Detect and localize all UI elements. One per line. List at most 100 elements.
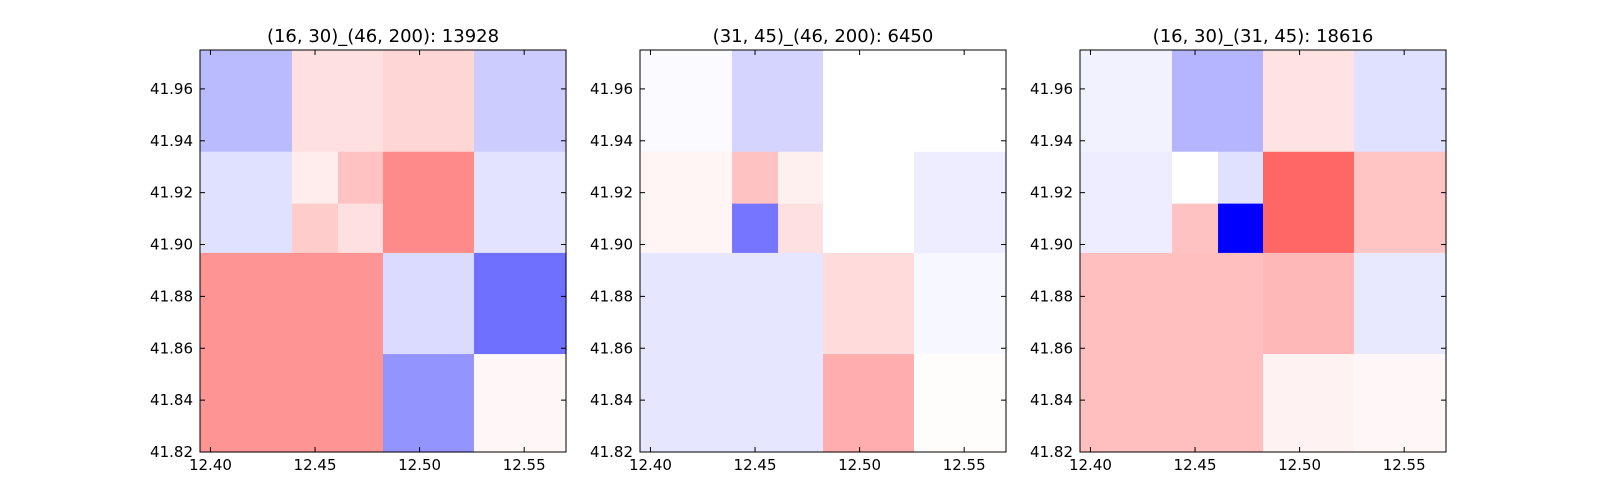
x-axis: 12.40 12.45 12.50 12.55 (629, 50, 986, 474)
heatmap-cell (732, 50, 824, 152)
y-tick-label: 41.92 (150, 184, 193, 202)
heatmap-cell (200, 50, 293, 152)
heatmap-cell (1218, 151, 1264, 204)
y-axis: 41.82 41.84 41.86 41.88 41.90 41.92 41.94 41.96 (1030, 80, 1446, 461)
heatmap-cells (640, 50, 1007, 453)
heatmap-cell (473, 151, 567, 253)
heatmap-cell (338, 151, 384, 204)
heatmap-cell (200, 252, 384, 453)
heatmap-cell (383, 353, 475, 453)
y-tick-label: 41.88 (590, 287, 633, 305)
heatmap-cell (383, 50, 475, 152)
x-tick-label: 12.50 (398, 456, 441, 474)
axes-frame (199, 49, 567, 453)
heatmap-cells (200, 50, 567, 453)
axes-frame (639, 49, 1007, 453)
heatmap-cell (732, 151, 779, 204)
x-tick-label: 12.40 (189, 456, 232, 474)
heatmap-cell (473, 353, 567, 453)
heatmap-cell (292, 203, 339, 253)
y-axis: 41.82 41.84 41.86 41.88 41.90 41.92 41.94 41.96 (150, 80, 566, 461)
heatmap-cell (823, 252, 915, 355)
y-tick-label: 41.94 (150, 132, 193, 150)
heatmap-cell (200, 151, 293, 253)
y-tick-label: 41.96 (1030, 80, 1073, 98)
y-tick-label: 41.84 (150, 391, 193, 409)
x-tick-label: 12.50 (838, 456, 881, 474)
heatmap-cell (292, 151, 339, 204)
heatmap-cell (913, 353, 1007, 453)
heatmap-cell (823, 353, 915, 453)
x-tick-label: 12.40 (1069, 456, 1112, 474)
heatmap-panel-1: (16, 30)_(46, 200): 13928 12.40 12.45 12.5… (150, 26, 567, 474)
heatmap-cell (1353, 252, 1447, 355)
heatmap-cell (1353, 151, 1447, 253)
y-tick-label: 41.84 (590, 391, 633, 409)
heatmap-cell (640, 151, 733, 253)
y-tick-label: 41.92 (590, 184, 633, 202)
heatmap-cell (1172, 203, 1219, 253)
heatmap-cell (473, 50, 567, 152)
heatmap-cell (1263, 50, 1355, 152)
y-tick-label: 41.86 (150, 339, 193, 357)
x-axis: 12.40 12.45 12.50 12.55 (1069, 50, 1426, 474)
y-tick-label: 41.86 (590, 339, 633, 357)
heatmap-cell (1218, 203, 1264, 253)
heatmap-panel-3: (16, 30)_(31, 45): 18616 12.40 12.45 12.50… (1030, 26, 1447, 474)
heatmap-cell (1263, 252, 1355, 355)
heatmap-cell (1263, 151, 1355, 253)
heatmap-cell (913, 50, 1007, 152)
y-tick-label: 41.96 (150, 80, 193, 98)
heatmap-cell (913, 252, 1007, 355)
y-tick-label: 41.82 (1030, 443, 1073, 461)
y-tick-label: 41.90 (150, 236, 193, 254)
axes-frame (1079, 49, 1447, 453)
panel-title: (16, 30)_(31, 45): 18616 (1153, 26, 1374, 47)
y-tick-label: 41.82 (590, 443, 633, 461)
heatmap-cell (778, 151, 824, 204)
y-tick-label: 41.86 (1030, 339, 1073, 357)
x-tick-label: 12.40 (629, 456, 672, 474)
heatmap-cell (732, 203, 779, 253)
y-tick-label: 41.96 (590, 80, 633, 98)
panel-title: (16, 30)_(46, 200): 13928 (267, 26, 499, 47)
panel-title: (31, 45)_(46, 200): 6450 (713, 26, 934, 47)
y-tick-label: 41.92 (1030, 184, 1073, 202)
x-tick-label: 12.55 (503, 456, 546, 474)
y-axis: 41.82 41.84 41.86 41.88 41.90 41.92 41.94 41.96 (590, 80, 1006, 461)
heatmap-cell (778, 203, 824, 253)
y-tick-label: 41.88 (150, 287, 193, 305)
x-axis: 12.40 12.45 12.50 12.55 (189, 50, 546, 474)
x-tick-label: 12.45 (294, 456, 337, 474)
x-tick-label: 12.55 (1383, 456, 1426, 474)
heatmap-cell (913, 151, 1007, 253)
heatmap-cell (1172, 151, 1219, 204)
heatmap-cell (473, 252, 567, 355)
heatmap-panel-2: (31, 45)_(46, 200): 6450 12.40 12.45 12.50… (590, 26, 1007, 474)
heatmap-cell (383, 252, 475, 355)
x-tick-label: 12.45 (1174, 456, 1217, 474)
heatmap-cell (1080, 151, 1173, 253)
heatmap-cell (338, 203, 384, 253)
heatmap-cell (1353, 353, 1447, 453)
heatmap-cell (1353, 50, 1447, 152)
y-tick-label: 41.88 (1030, 287, 1073, 305)
heatmap-cell (383, 151, 475, 253)
heatmap-cell (1172, 50, 1264, 152)
heatmap-cell (823, 151, 915, 253)
heatmap-cell (640, 252, 824, 453)
x-tick-label: 12.55 (943, 456, 986, 474)
y-tick-label: 41.94 (590, 132, 633, 150)
y-tick-label: 41.90 (1030, 236, 1073, 254)
y-tick-label: 41.82 (150, 443, 193, 461)
y-tick-label: 41.90 (590, 236, 633, 254)
x-tick-label: 12.45 (734, 456, 777, 474)
heatmap-cell (823, 50, 915, 152)
x-tick-label: 12.50 (1278, 456, 1321, 474)
heatmap-cell (1263, 353, 1355, 453)
y-tick-label: 41.94 (1030, 132, 1073, 150)
y-tick-label: 41.84 (1030, 391, 1073, 409)
heatmap-cell (640, 50, 733, 152)
heatmap-cells (1080, 50, 1447, 453)
